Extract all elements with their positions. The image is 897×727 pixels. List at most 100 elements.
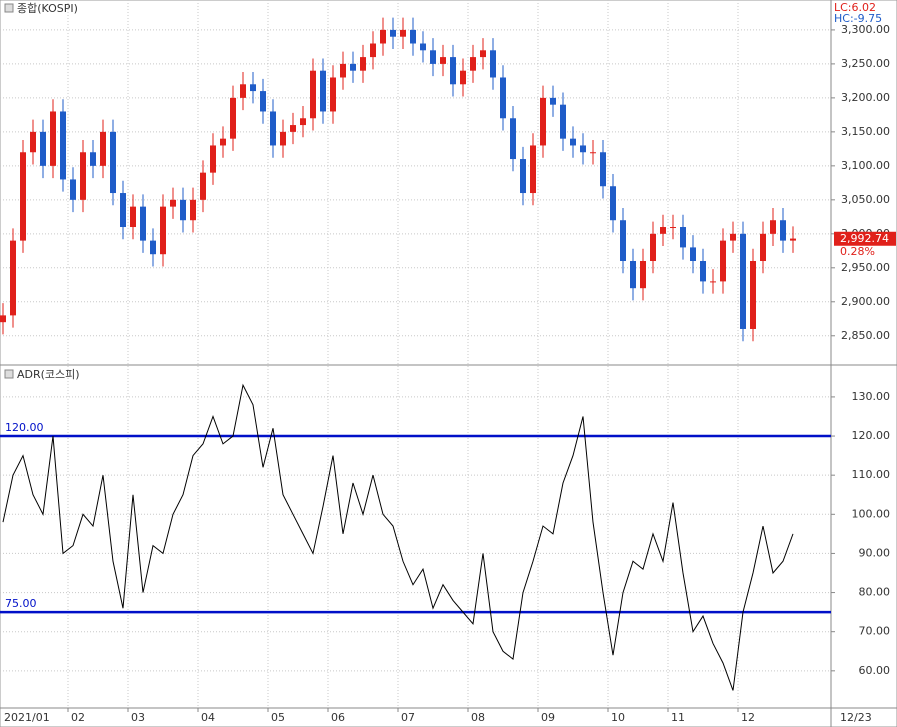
x-tick-label: 07 [401, 711, 415, 724]
candle-body [310, 70, 316, 119]
candle-body [600, 152, 606, 187]
adr-line [2, 383, 794, 691]
adr-title: ADR(코스피) [17, 368, 80, 381]
panel-icon [4, 369, 14, 379]
y-tick-label: 130.00 [852, 390, 891, 403]
candle-body [80, 152, 86, 200]
reference-label: 75.00 [5, 597, 37, 610]
y-tick-label: 3,300.00 [841, 23, 890, 36]
y-tick-label: 3,150.00 [841, 125, 890, 138]
candle-body [150, 240, 156, 255]
candle-body [470, 57, 476, 71]
candle-body [490, 50, 496, 78]
candle-body [520, 159, 526, 194]
candle-body [390, 29, 396, 37]
x-tick-label: 11 [671, 711, 685, 724]
candle-body [660, 227, 666, 234]
hc-label: HC:-9.75 [834, 12, 882, 25]
reference-label: 120.00 [5, 421, 44, 434]
candle-body [280, 131, 286, 146]
candle-body [670, 227, 676, 229]
candle-body [530, 145, 536, 194]
candle-body [320, 70, 326, 112]
x-tick-label: 08 [471, 711, 485, 724]
candle-body [740, 233, 746, 329]
y-tick-label: 2,950.00 [841, 261, 890, 274]
candle-body [200, 172, 206, 200]
candle-body [360, 57, 366, 71]
y-tick-label: 110.00 [852, 468, 891, 481]
candle-body [330, 77, 336, 112]
candle-body [260, 91, 266, 112]
candle-body [220, 138, 226, 146]
price-title: 종합(KOSPI) [17, 2, 78, 15]
candle-body [640, 261, 646, 289]
y-tick-label: 120.00 [852, 429, 891, 442]
candle-body [650, 233, 656, 262]
candle-body [170, 199, 176, 207]
candle-body [540, 97, 546, 146]
candle-body [90, 152, 96, 166]
last-price-box [834, 231, 896, 246]
x-tick-label: 05 [271, 711, 285, 724]
candle-body [70, 179, 76, 200]
candle-body [350, 63, 356, 71]
candle-body [250, 84, 256, 92]
candle-body [730, 233, 736, 241]
candle-body [680, 227, 686, 248]
candle-body [210, 145, 216, 173]
candle-body [700, 261, 706, 282]
lc-label: LC:6.02 [834, 1, 876, 14]
candle-body [380, 29, 386, 44]
x-tick-label: 2021/01 [4, 711, 50, 724]
candle-body [190, 199, 196, 221]
candle-body [590, 152, 596, 154]
candle-body [460, 70, 466, 85]
y-tick-label: 60.00 [859, 664, 891, 677]
y-tick-label: 3,250.00 [841, 57, 890, 70]
candle-body [290, 125, 296, 132]
candle-body [240, 84, 246, 98]
panel-icon [4, 3, 14, 13]
x-end-label: 12/23 [840, 711, 872, 724]
y-tick-label: 80.00 [859, 586, 891, 599]
candle-body [10, 240, 16, 316]
candle-body [790, 238, 796, 241]
candle-body [750, 261, 756, 329]
candle-body [110, 131, 116, 194]
y-tick-label: 70.00 [859, 625, 891, 638]
x-tick-label: 09 [541, 711, 555, 724]
candle-body [0, 315, 6, 323]
candle-body [270, 111, 276, 146]
candle-body [510, 118, 516, 160]
candle-body [710, 281, 716, 283]
candle-body [780, 220, 786, 241]
x-tick-label: 10 [611, 711, 625, 724]
candle-body [630, 261, 636, 289]
candle-body [300, 118, 306, 126]
y-tick-label: 90.00 [859, 546, 891, 559]
candle-body [450, 57, 456, 85]
last-price-label: 2,992.74 [840, 232, 889, 245]
candle-body [230, 97, 236, 139]
candle-body [340, 63, 346, 78]
candle-body [30, 131, 36, 153]
x-tick-label: 03 [131, 711, 145, 724]
candle-body [120, 193, 126, 228]
y-tick-label: 3,050.00 [841, 193, 890, 206]
candle-body [720, 240, 726, 282]
x-tick-label: 12 [741, 711, 755, 724]
candle-body [20, 152, 26, 241]
candle-body [100, 131, 106, 166]
candle-body [440, 57, 446, 64]
y-tick-label: 2,850.00 [841, 329, 890, 342]
candle-body [760, 233, 766, 262]
candle-body [430, 50, 436, 64]
x-tick-label: 02 [71, 711, 85, 724]
candle-body [50, 111, 56, 166]
candle-body [160, 206, 166, 255]
y-tick-label: 2,900.00 [841, 295, 890, 308]
candle-body [410, 29, 416, 44]
